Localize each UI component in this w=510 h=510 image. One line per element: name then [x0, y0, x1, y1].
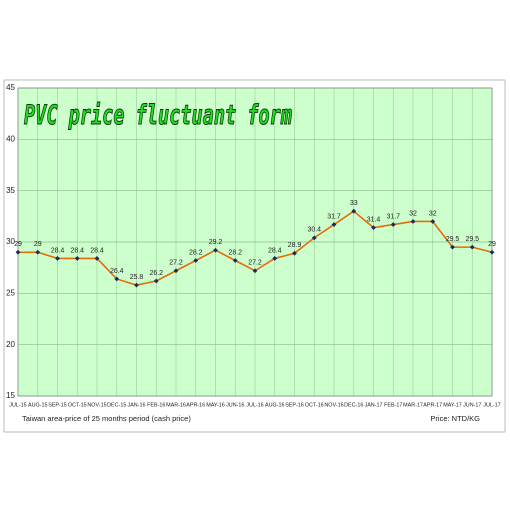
- x-tick-label: JAN-17: [365, 402, 383, 408]
- chart-title: PVC price fluctuant form: [24, 100, 292, 131]
- marker: [430, 219, 436, 224]
- x-tick-label: OCT-15: [68, 402, 87, 408]
- x-tick-label: JUL-17: [483, 402, 500, 408]
- data-label: 28.2: [189, 249, 203, 256]
- marker: [331, 222, 337, 227]
- x-tick-label: APR-17: [423, 402, 442, 408]
- marker: [351, 208, 357, 214]
- x-tick-label: JAN-16: [128, 402, 146, 408]
- marker: [450, 244, 455, 250]
- data-label: 29.2: [209, 239, 223, 246]
- marker: [173, 268, 179, 274]
- x-tick-label: FEB-17: [384, 402, 402, 408]
- marker: [390, 222, 396, 227]
- marker: [232, 258, 238, 263]
- x-tick-label: JUN-17: [463, 402, 481, 408]
- data-label: 25.8: [130, 274, 144, 281]
- x-tick-label: MAY-17: [443, 402, 462, 408]
- marker: [74, 256, 80, 261]
- data-label: 27.2: [169, 260, 183, 267]
- unit-note: Price: NTD/KG: [430, 414, 480, 423]
- x-tick-label: OCT-16: [305, 402, 324, 408]
- data-label: 29: [34, 241, 42, 248]
- data-label: 30.4: [307, 227, 321, 234]
- marker: [55, 256, 60, 261]
- x-tick-label: AUG-16: [265, 402, 284, 408]
- marker: [193, 258, 199, 263]
- x-tick-label: APR-16: [186, 402, 205, 408]
- x-tick-label: FEB-16: [147, 402, 165, 408]
- data-label: 32: [409, 210, 417, 217]
- x-tick-label: MAR-17: [403, 402, 423, 408]
- x-tick-label: NOV-15: [87, 402, 106, 408]
- x-tick-label: DEC-15: [107, 402, 126, 408]
- data-label: 31.7: [386, 213, 400, 220]
- data-label: 26.2: [149, 270, 163, 277]
- marker: [252, 268, 258, 274]
- x-tick-label: DEC-16: [344, 402, 363, 408]
- marker: [15, 249, 21, 255]
- x-tick-label: JUL-16: [246, 402, 263, 408]
- marker: [410, 219, 416, 224]
- marker: [153, 278, 159, 284]
- x-tick-label: NOV-16: [324, 402, 343, 408]
- marker: [371, 225, 376, 231]
- data-label: 28.2: [228, 249, 242, 256]
- marker: [469, 244, 475, 250]
- data-label: 26.4: [110, 268, 124, 275]
- marker: [35, 249, 41, 255]
- data-label: 29: [488, 241, 496, 248]
- x-tick-label: MAY-16: [206, 402, 225, 408]
- data-label: 29.5: [465, 236, 479, 243]
- data-label: 31.4: [367, 216, 381, 223]
- marker: [311, 235, 317, 241]
- data-label: 29.5: [446, 236, 460, 243]
- data-label: 28.4: [90, 247, 104, 254]
- data-label: 28.4: [268, 247, 282, 254]
- y-tick-label: 25: [6, 288, 15, 297]
- x-tick-label: AUG-15: [28, 402, 47, 408]
- y-tick-label: 30: [6, 237, 15, 246]
- marker: [272, 256, 278, 261]
- data-label: 28.4: [51, 247, 65, 254]
- marker: [292, 250, 297, 256]
- marker: [94, 256, 100, 261]
- data-label: 29: [14, 241, 22, 248]
- y-tick-label: 20: [6, 340, 15, 349]
- marker: [213, 247, 218, 253]
- marker: [114, 276, 120, 282]
- x-tick-label: SEP-16: [285, 402, 304, 408]
- x-tick-label: JUN-16: [226, 402, 244, 408]
- data-label: 27.2: [248, 260, 262, 267]
- plot-border: [17, 87, 493, 397]
- x-tick-label: SEP-15: [48, 402, 67, 408]
- marker: [134, 282, 139, 288]
- y-tick-label: 40: [6, 134, 15, 143]
- data-label: 32: [429, 210, 437, 217]
- marker: [489, 249, 495, 255]
- plot-area: 15 20 25 30 35 40 45 29 29 28.4 28.4 28.4 26.4 25.8 26…: [6, 83, 501, 408]
- data-label: 28.4: [70, 247, 84, 254]
- y-tick-label: 15: [6, 391, 15, 400]
- y-tick-label: 35: [6, 186, 15, 195]
- y-tick-label: 45: [6, 83, 15, 92]
- caption: Taiwan area-price of 25 months period (c…: [22, 414, 191, 423]
- data-label: 33: [350, 200, 358, 207]
- data-label: 31.7: [327, 213, 341, 220]
- x-tick-label: JUL-15: [9, 402, 26, 408]
- x-tick-label: MAR-16: [166, 402, 186, 408]
- data-label: 28.9: [288, 242, 302, 249]
